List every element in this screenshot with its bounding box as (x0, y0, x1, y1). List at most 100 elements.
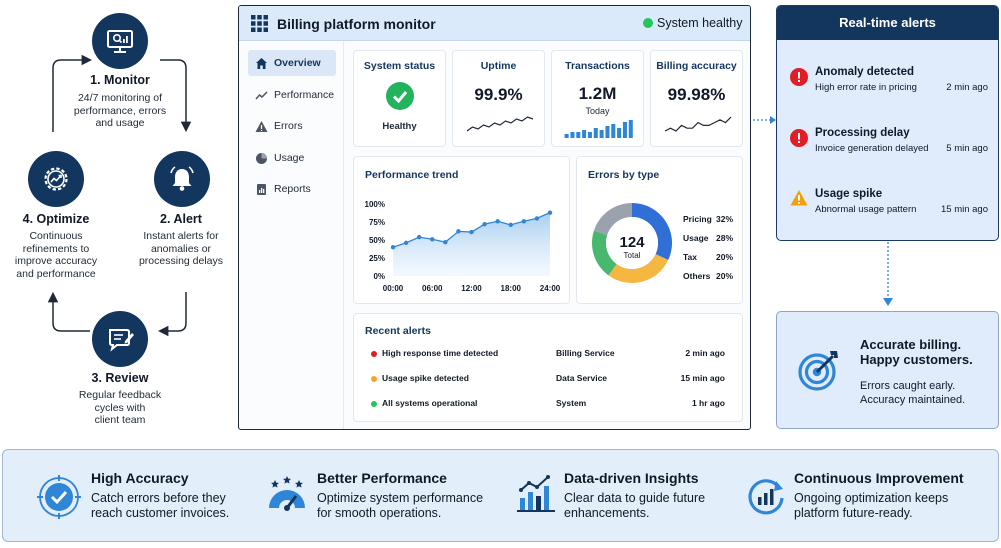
sparkline-bar (593, 128, 598, 138)
alert-dot (371, 351, 377, 357)
errors-donut-chart (592, 203, 672, 283)
legend-value: 28% (716, 233, 734, 243)
trend-point (390, 245, 396, 250)
kpi-sub: Today (585, 106, 610, 116)
system-status-text: System healthy (657, 16, 743, 30)
legend-label: Others (683, 271, 711, 281)
sparkline-bar (576, 132, 581, 138)
nav-performance[interactable]: Performance (248, 82, 336, 108)
gauge-icon (269, 476, 305, 511)
error-icon (790, 68, 808, 86)
accuracy-check-icon (37, 475, 81, 519)
alert-time: 15 min ago (940, 204, 988, 215)
y-tick-label: 75% (369, 218, 385, 227)
alert-service: Data Service (556, 373, 608, 383)
trend-point (521, 219, 527, 224)
step-optimize-title: 4. Optimize (22, 212, 90, 226)
sparkline-line (466, 116, 534, 132)
pie-chart-icon (248, 152, 274, 165)
kpi-value: 99.98% (667, 85, 726, 104)
trend-point (547, 210, 553, 215)
kpi-system-status: System status Healthy (353, 50, 446, 147)
donut-slice (593, 203, 632, 235)
legend-value: 20% (716, 271, 734, 281)
kpi-uptime: Uptime 99.9% (452, 50, 545, 147)
cycle-arrows (47, 54, 192, 337)
alert-dot (371, 376, 377, 382)
outcome-panel: Accurate billing. Happy customers. Errors… (776, 311, 999, 429)
nav-reports[interactable]: Reports (248, 176, 336, 202)
grid-app-icon[interactable] (251, 15, 268, 32)
nav-errors[interactable]: Errors (248, 113, 336, 139)
feature-desc: Optimize system performance for smooth op… (317, 491, 484, 520)
kpi-label: System status (363, 60, 436, 72)
step-review-title: 3. Review (91, 371, 149, 385)
kpi-value: 99.9% (474, 85, 523, 104)
alert-service: Billing Service (556, 348, 615, 358)
alert-title: Processing delay (815, 127, 910, 139)
transactions-bar-sparkline (564, 120, 633, 138)
outcome-desc: Errors caught early. Accuracy maintained. (860, 380, 966, 406)
sparkline-bar (611, 124, 616, 138)
status-dot (643, 18, 653, 28)
bell-icon (154, 151, 210, 207)
kpi-value: Healthy (382, 121, 417, 132)
x-tick-label: 12:00 (461, 284, 482, 293)
donut-slice (632, 203, 672, 261)
report-icon (248, 183, 274, 196)
kpi-transactions: Transactions 1.2M Today (551, 50, 644, 147)
feedback-icon (92, 311, 148, 367)
kpi-label: Uptime (480, 60, 517, 72)
y-tick-label: 100% (365, 200, 385, 209)
dashboard-to-alerts-arrow (753, 116, 776, 124)
outcome-title: Accurate billing. Happy customers. (860, 337, 973, 367)
trend-point (469, 229, 474, 235)
check-circle-icon (386, 82, 414, 110)
benefits-band: High Accuracy Catch errors before they re… (2, 449, 999, 542)
feature-title: Continuous Improvement (794, 470, 964, 486)
x-tick-label: 18:00 (501, 284, 522, 293)
y-tick-label: 50% (369, 236, 385, 245)
donut-slice (608, 254, 669, 283)
insights-chart-icon (517, 475, 555, 512)
x-tick-label: 24:00 (540, 284, 561, 293)
nav-usage[interactable]: Usage (248, 145, 336, 171)
warning-icon (790, 190, 808, 206)
nav-overview[interactable]: Overview (248, 50, 336, 76)
kpi-label: Billing accuracy (656, 60, 737, 72)
donut-hole (606, 217, 658, 269)
alert-message: High response time detected (382, 348, 499, 358)
trend-point (508, 222, 513, 228)
errors-by-type-title: Errors by type (588, 169, 660, 181)
alert-desc: High error rate in pricing (815, 82, 917, 93)
kpi-value: 1.2M (578, 84, 617, 103)
feature-title: High Accuracy (91, 470, 189, 486)
donut-slice (592, 230, 617, 276)
trend-area (393, 212, 550, 276)
legend-value: 32% (716, 214, 734, 224)
alert-time: 2 min ago (946, 82, 988, 93)
realtime-alerts-title: Real-time alerts (777, 6, 998, 40)
sparkline-bar (622, 122, 627, 138)
sparkline-bar (628, 120, 633, 138)
step-alert-title: 2. Alert (160, 212, 202, 226)
target-icon (798, 351, 838, 391)
legend-label: Pricing (683, 214, 712, 224)
realtime-alerts-panel: Real-time alerts Anomaly detected High e… (776, 5, 999, 241)
errors-by-type-card: Errors by type 124 Total Pricing 32% Usage… (576, 156, 743, 304)
trend-point (403, 240, 409, 246)
trend-point (430, 237, 435, 242)
alert-time: 5 min ago (946, 143, 988, 154)
trend-point (495, 219, 500, 224)
feature-title: Better Performance (317, 470, 447, 486)
step-alert-desc: Instant alerts for anomalies or processing… (138, 230, 224, 267)
sparkline-bar (587, 132, 592, 138)
alert-title: Usage spike (815, 188, 883, 200)
sparkline-bar (599, 130, 604, 138)
sparkline-bar (570, 132, 575, 138)
alert-message: Usage spike detected (382, 373, 469, 383)
warning-icon (248, 120, 274, 133)
trend-point (443, 239, 448, 245)
y-tick-label: 0% (373, 272, 385, 281)
feature-desc: Clear data to guide future enhancements. (564, 491, 706, 520)
